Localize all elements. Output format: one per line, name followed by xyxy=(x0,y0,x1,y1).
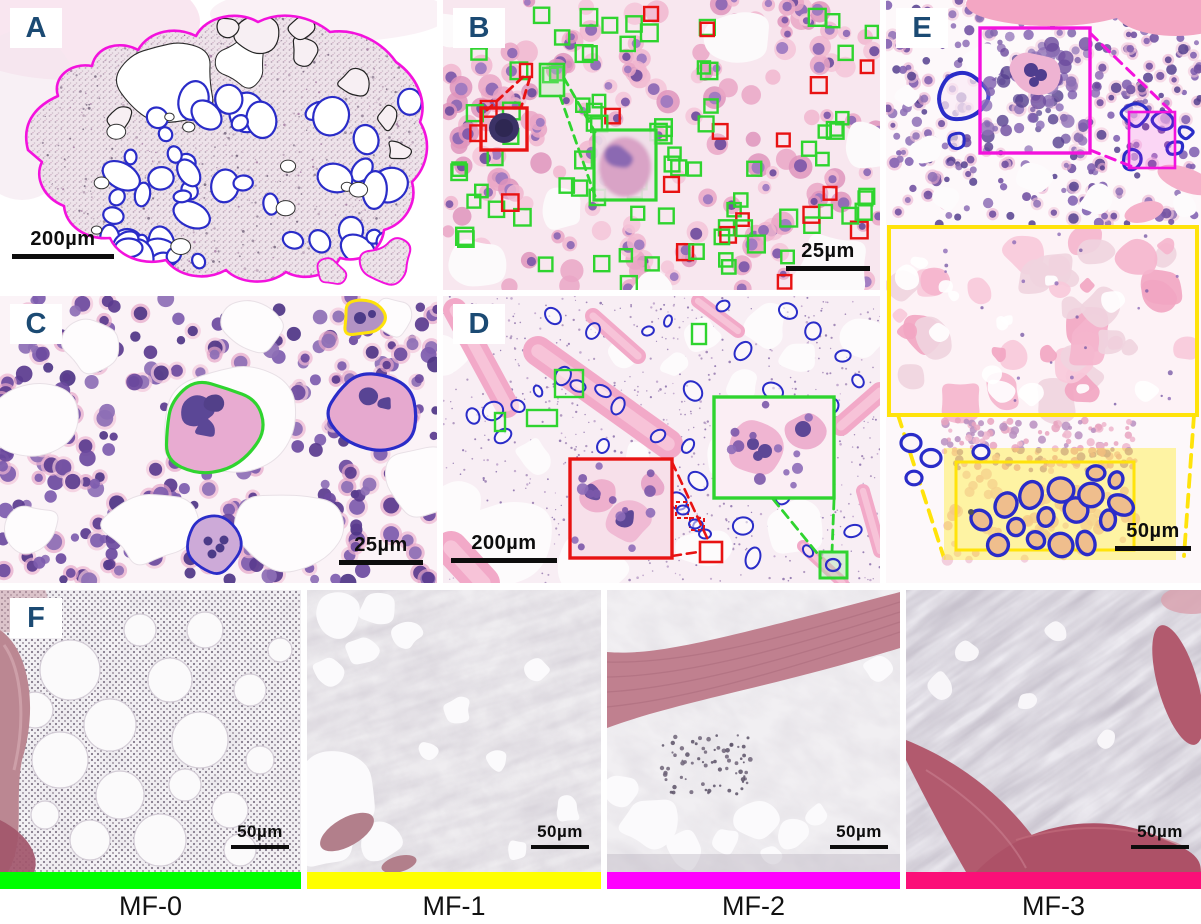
panel-d-letter: D xyxy=(453,304,505,344)
mf3-scale-text: 50µm xyxy=(1137,822,1183,841)
mf-label-3: MF-3 xyxy=(1022,890,1085,921)
panel-c-letter: C xyxy=(10,304,62,344)
panel-f-mf2-image xyxy=(607,590,900,872)
panel-b-scale-text: 25µm xyxy=(801,240,855,262)
panel-c-image xyxy=(0,296,437,583)
mf2-scale-bar: 50µm xyxy=(830,822,888,849)
inset-annotations xyxy=(568,395,849,580)
panel-b-scale-line xyxy=(786,266,870,271)
panel-f-mf0: F 50µm xyxy=(0,590,301,872)
panel-d: D 200µm xyxy=(443,296,880,583)
fiber-texture xyxy=(906,590,1201,872)
fiber-texture xyxy=(607,590,900,872)
panel-c: C 25µm xyxy=(0,296,437,583)
panel-b-letter: B xyxy=(453,8,505,48)
mf3-scale-bar: 50µm xyxy=(1131,822,1189,849)
mf-bar-1 xyxy=(307,872,601,889)
mf-label-1: MF-1 xyxy=(422,890,486,921)
mf3-scale-line xyxy=(1131,845,1189,849)
fat-vacuole-outlines xyxy=(90,80,423,280)
mf0-scale-line xyxy=(231,845,289,849)
mf1-scale-text: 50µm xyxy=(537,822,583,841)
panel-a-scale-line xyxy=(12,254,114,259)
mf-bar-2 xyxy=(607,872,900,889)
panel-d-scale-text: 200µm xyxy=(471,532,537,554)
magenta-inset xyxy=(978,26,1177,170)
panel-f-letter: F xyxy=(10,598,62,638)
panel-c-scale-bar: 25µm xyxy=(339,534,423,565)
mf2-scale-line xyxy=(830,845,888,849)
panel-e-scale-bar: 50µm xyxy=(1115,520,1191,551)
mf-label-2: MF-2 xyxy=(722,890,785,921)
panel-a-scale-text: 200µm xyxy=(30,228,96,250)
panel-a-image xyxy=(0,0,437,286)
mf0-scale-bar: 50µm xyxy=(231,822,289,849)
panel-f-mf1: 50µm xyxy=(307,590,601,872)
mf0-scale-text: 50µm xyxy=(237,822,283,841)
panel-b-image xyxy=(443,0,880,290)
mf-bar-3 xyxy=(906,872,1201,889)
cluster-boxes-green xyxy=(493,322,708,433)
panel-f-mf2: 50µm xyxy=(607,590,900,872)
panel-e-scale-line xyxy=(1115,546,1191,551)
mf-label-0: MF-0 xyxy=(119,890,182,921)
panel-b: B 25µm xyxy=(443,0,880,290)
panel-e-letter: E xyxy=(896,8,948,48)
inset-annotations xyxy=(479,62,658,202)
panel-c-scale-line xyxy=(339,560,423,565)
panel-e-scale-text: 50µm xyxy=(1126,520,1180,542)
panel-d-image xyxy=(443,296,880,583)
panel-f-mf1-image xyxy=(307,590,601,872)
panel-a: A 200µm xyxy=(0,0,437,290)
panel-e: E 50µm xyxy=(886,0,1201,583)
cell-outlines xyxy=(164,298,418,575)
panel-f-mf3: 50µm xyxy=(906,590,1201,872)
panel-a-letter: A xyxy=(10,8,62,48)
highlight-region xyxy=(899,416,1176,566)
yellow-inset xyxy=(886,225,1199,560)
panel-e-image xyxy=(886,0,1201,583)
panel-b-scale-bar: 25µm xyxy=(786,240,870,271)
mf-bar-0 xyxy=(0,872,301,889)
mf2-scale-text: 50µm xyxy=(836,822,882,841)
panel-d-scale-line xyxy=(451,558,557,563)
panel-c-scale-text: 25µm xyxy=(354,534,408,556)
panel-f-mf3-image xyxy=(906,590,1201,872)
tissue-content xyxy=(26,15,427,282)
mf1-scale-bar: 50µm xyxy=(531,822,589,849)
panel-d-scale-bar: 200µm xyxy=(451,532,557,563)
panel-a-scale-bar: 200µm xyxy=(12,228,114,259)
mf1-scale-line xyxy=(531,845,589,849)
